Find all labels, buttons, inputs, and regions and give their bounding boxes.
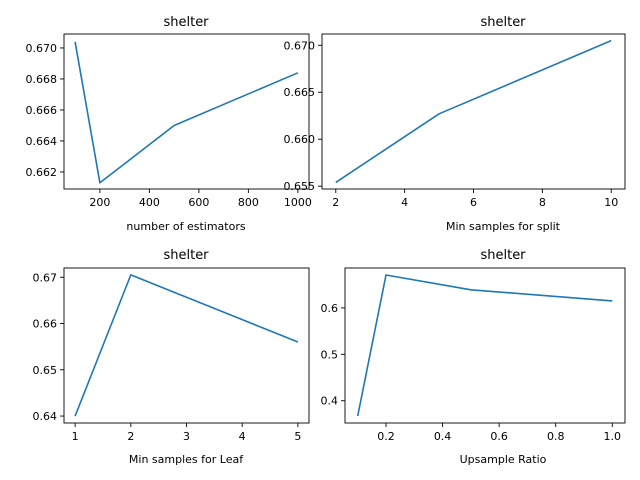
y-tick-label: 0.665 xyxy=(284,86,316,99)
y-tick-label: 0.5 xyxy=(321,348,339,361)
y-tick-label: 0.670 xyxy=(26,42,58,55)
x-tick-label: 2 xyxy=(332,196,339,209)
series-line xyxy=(356,274,613,417)
x-axis-label: number of estimators xyxy=(126,220,245,233)
y-tick-label: 0.64 xyxy=(33,410,58,423)
plot-area-frame xyxy=(63,267,310,424)
x-axis-label: Upsample Ratio xyxy=(460,453,547,466)
y-tick-label: 0.655 xyxy=(284,180,316,193)
x-axis-label: Min samples for split xyxy=(446,220,561,233)
x-tick-label: 2 xyxy=(127,430,134,443)
y-tick-label: 0.65 xyxy=(33,364,58,377)
x-tick-label: 0.2 xyxy=(377,430,395,443)
series-line xyxy=(74,41,299,184)
y-tick-label: 0.668 xyxy=(26,73,58,86)
y-tick-label: 0.660 xyxy=(284,133,316,146)
plot-area-frame xyxy=(344,267,626,424)
y-tick-label: 0.6 xyxy=(321,302,339,315)
y-tick-label: 0.664 xyxy=(26,135,58,148)
x-tick-label: 600 xyxy=(188,196,209,209)
subplot-min-samples-leaf: shelter Min samples for Leaf 1 2 3 4 5 0.64 0.… xyxy=(33,248,310,466)
plot-area-frame xyxy=(63,33,310,190)
x-tick-label: 10 xyxy=(604,196,618,209)
x-tick-label: 800 xyxy=(238,196,259,209)
subplot-title: shelter xyxy=(480,248,526,263)
subplot-estimators: shelter number of estimators 200 400 600 80… xyxy=(26,15,312,233)
subplot-title: shelter xyxy=(480,15,526,30)
x-tick-label: 5 xyxy=(294,430,301,443)
series-line xyxy=(335,39,612,184)
y-tick-label: 0.670 xyxy=(284,39,316,52)
series-line xyxy=(74,274,299,417)
x-tick-label: 0.4 xyxy=(434,430,452,443)
y-tick-label: 0.4 xyxy=(321,395,339,408)
x-tick-label: 0.6 xyxy=(490,430,508,443)
x-tick-label: 1 xyxy=(72,430,79,443)
x-axis-label: Min samples for Leaf xyxy=(129,453,244,466)
y-tick-label: 0.67 xyxy=(33,271,58,284)
subplot-title: shelter xyxy=(163,15,209,30)
x-tick-label: 1000 xyxy=(284,196,312,209)
plot-area-frame xyxy=(321,33,626,190)
x-tick-label: 4 xyxy=(239,430,246,443)
y-tick-label: 0.66 xyxy=(33,318,58,331)
x-tick-label: 400 xyxy=(139,196,160,209)
y-tick-label: 0.666 xyxy=(26,104,58,117)
y-tick-label: 0.662 xyxy=(26,166,58,179)
x-tick-label: 1.0 xyxy=(604,430,622,443)
subplot-upsample-ratio: shelter Upsample Ratio 0.2 0.4 0.6 0.8 1.0 0.… xyxy=(321,248,626,466)
x-tick-label: 8 xyxy=(539,196,546,209)
x-tick-label: 4 xyxy=(401,196,408,209)
x-tick-label: 3 xyxy=(183,430,190,443)
x-tick-label: 6 xyxy=(470,196,477,209)
subplot-title: shelter xyxy=(163,248,209,263)
x-tick-label: 200 xyxy=(89,196,110,209)
x-tick-label: 0.8 xyxy=(547,430,565,443)
subplot-min-samples-split: shelter Min samples for split 2 4 6 8 10 0.65… xyxy=(284,15,626,233)
